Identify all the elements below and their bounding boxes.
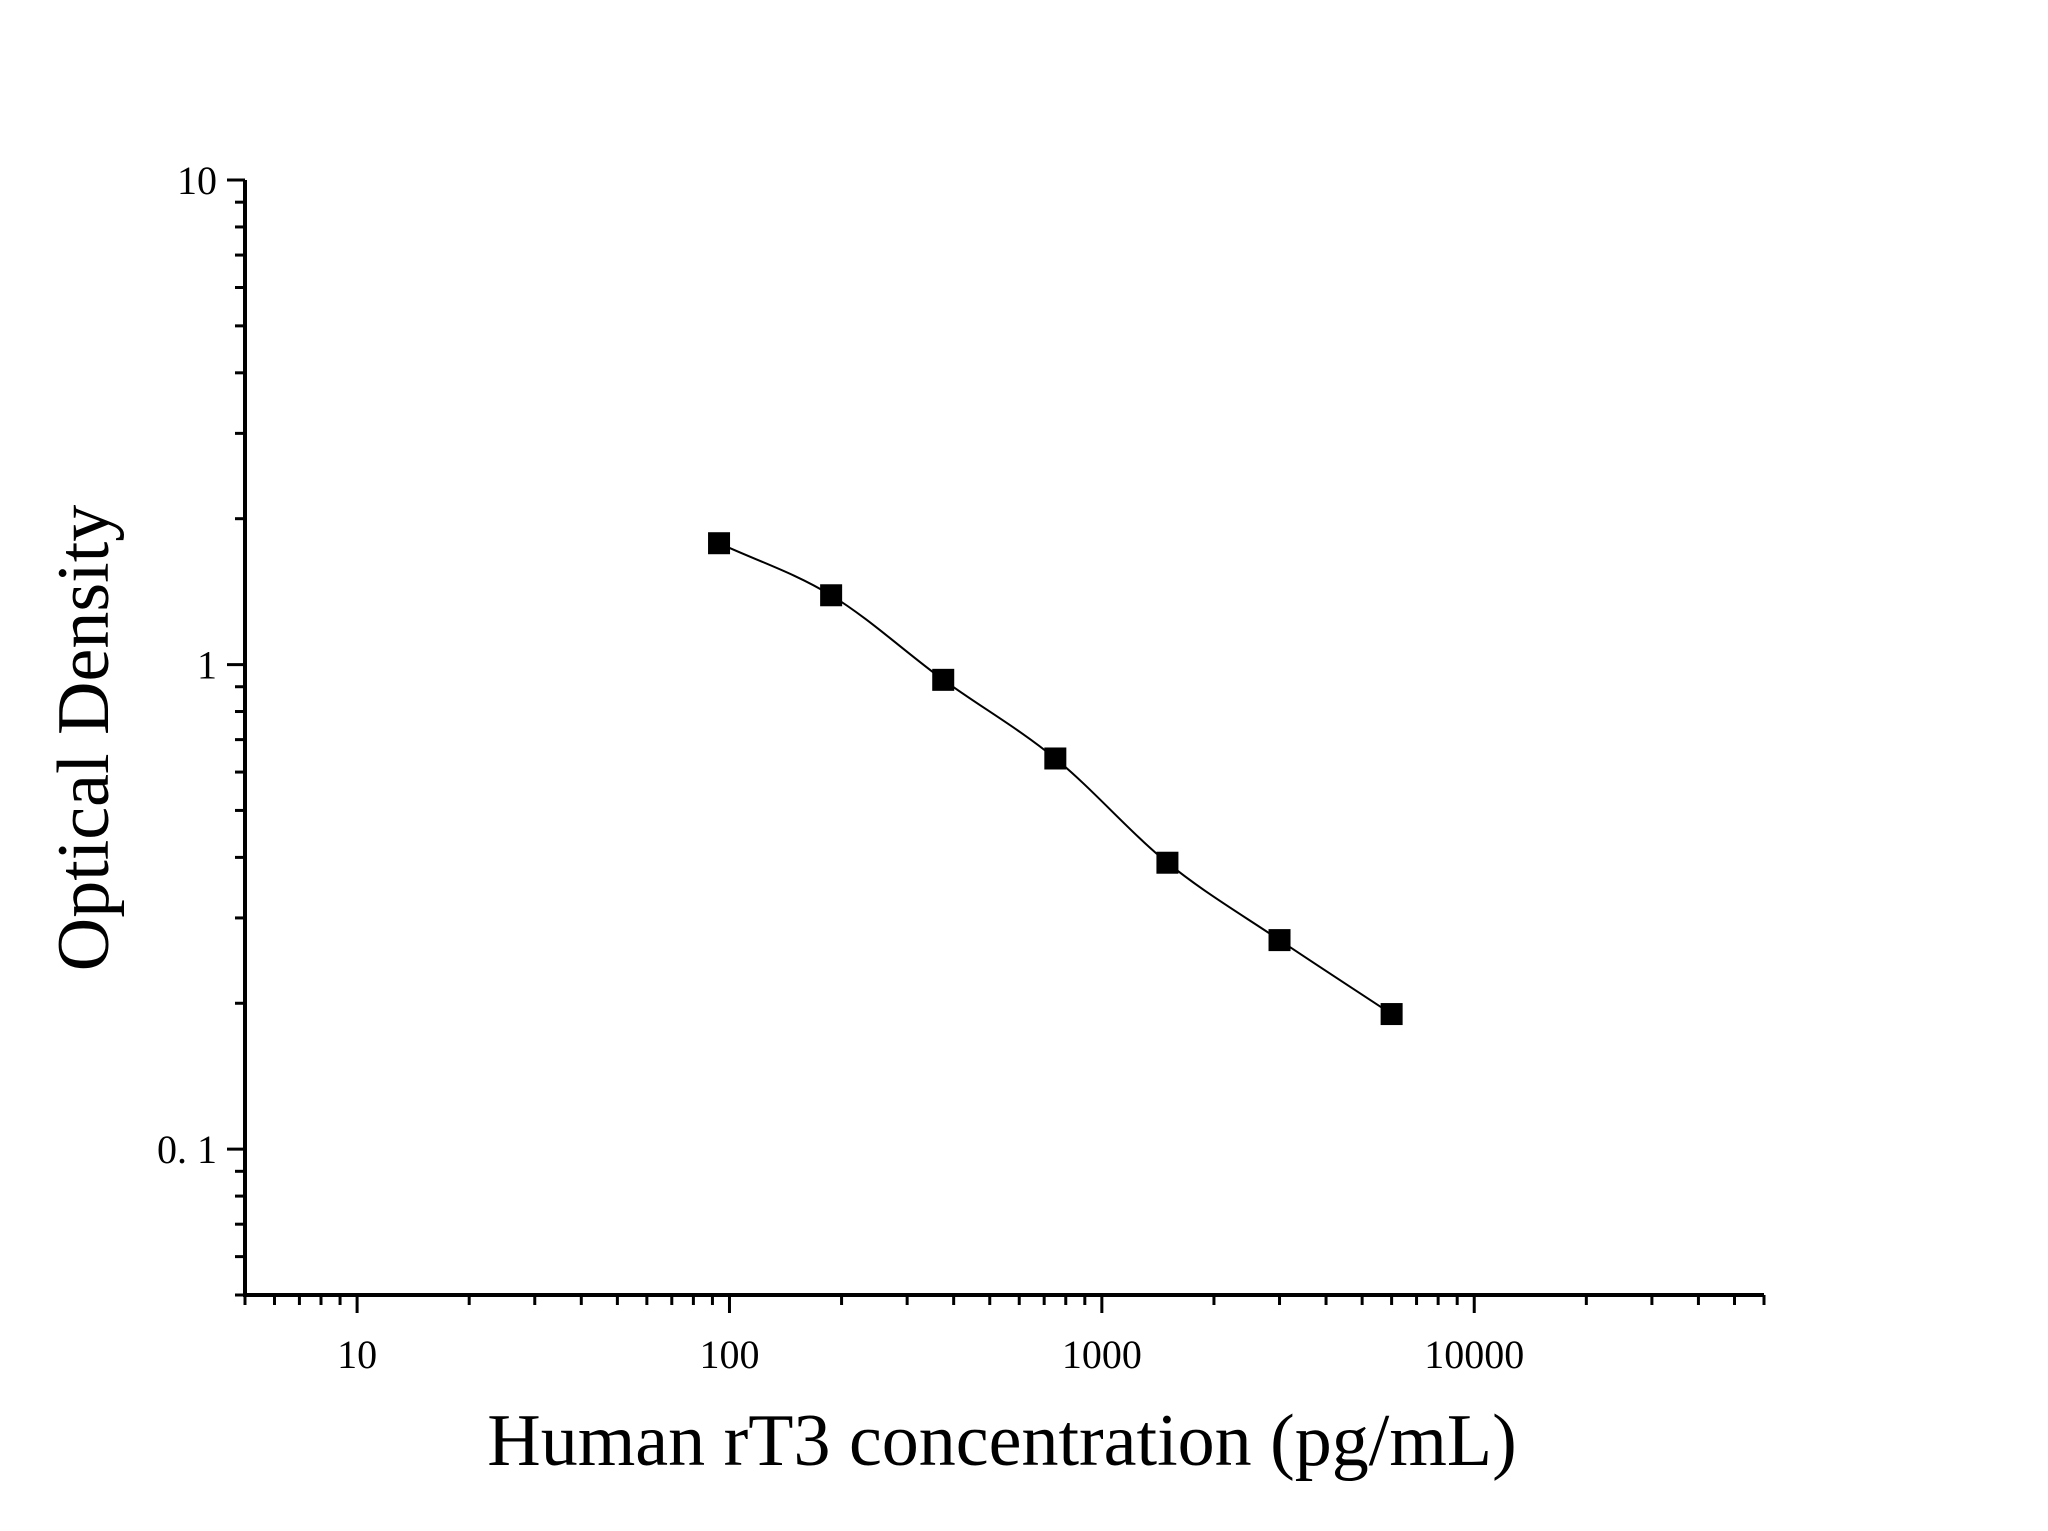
x-tick-label: 10 [337,1332,377,1377]
data-points [708,532,1403,1026]
data-point [1380,1003,1403,1026]
y-tick-label: 10 [177,158,217,203]
data-point [1268,929,1291,952]
data-point [1044,747,1067,770]
tick-labels: 10 100 1000 10000 0. 1 1 10 [157,158,1524,1377]
data-point [1156,851,1179,874]
data-point [932,668,955,691]
axes [227,178,1766,1313]
x-tick-label: 10000 [1424,1332,1524,1377]
y-axis-title: Optical Density [43,505,125,972]
fit-curve-layer [718,542,1393,1015]
y-tick-label: 0. 1 [157,1127,217,1172]
data-point [820,584,843,607]
x-tick-label: 100 [699,1332,759,1377]
fit-curve [718,542,1393,1015]
x-axis-ticks [243,1295,1766,1313]
x-tick-label: 1000 [1062,1332,1142,1377]
y-axis-ticks [227,178,245,1297]
x-axis-title: Human rT3 concentration (pg/mL) [487,1400,1517,1482]
y-tick-label: 1 [197,643,217,688]
data-point [708,532,731,555]
